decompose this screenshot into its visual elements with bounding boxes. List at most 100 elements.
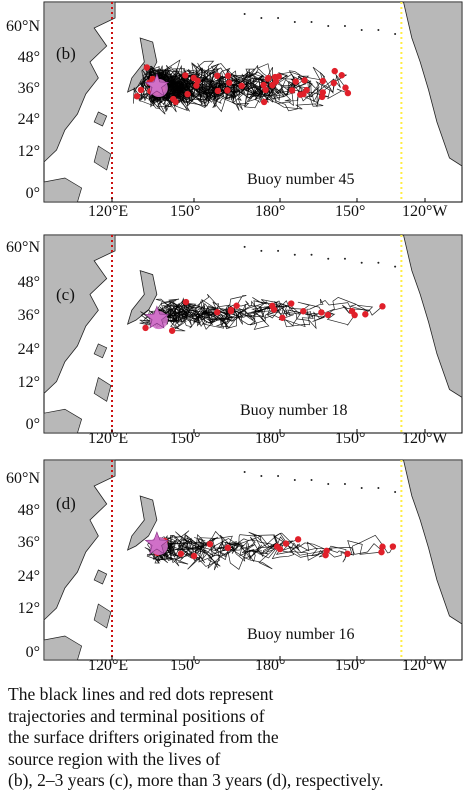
terminal-position-dot (224, 87, 231, 94)
panel-b: 60°N 48° 36° 24° 12° 0° 120°E 150° 180° … (0, 0, 470, 228)
xtick-120w: 120°W (402, 430, 448, 447)
terminal-position-dot (362, 311, 369, 318)
terminal-position-dot (351, 311, 358, 319)
source-star-icon (144, 73, 170, 97)
buoy-number: Buoy number 18 (240, 402, 348, 419)
drifter-trajectory (156, 530, 348, 563)
ytick-24: 24° (17, 568, 40, 585)
xtick-120e: 120°E (88, 203, 129, 220)
terminal-position-dot (331, 67, 338, 75)
borneo-land (43, 177, 83, 203)
panel-d: 60°N 48° 36° 24° 12° 0° 120°E 150° 180° … (0, 454, 470, 682)
terminal-position-dot (224, 72, 232, 80)
terminal-position-dot (379, 543, 386, 550)
terminal-position-dot (324, 311, 332, 319)
aleutian-island (327, 483, 330, 485)
terminal-position-dot (214, 87, 222, 95)
aleutian-island (260, 17, 263, 19)
terminal-position-dot (344, 550, 351, 557)
xtick-180: 180° (255, 430, 286, 447)
aleutian-island (293, 479, 296, 481)
terminal-position-dot (275, 73, 282, 80)
japan-land (126, 495, 158, 551)
terminal-position-dot (322, 551, 329, 559)
xtick-150: 150° (170, 203, 201, 220)
ytick-48: 48° (17, 502, 40, 519)
aleutian-island (343, 483, 346, 485)
aleutian-island (310, 21, 313, 23)
aleutian-island (310, 253, 313, 256)
philippines-land (93, 569, 112, 629)
map-b (43, 1, 463, 203)
japan-land (126, 270, 158, 325)
drifter-trajectory (156, 534, 394, 558)
aleutian-island (260, 475, 263, 477)
ytick-24: 24° (17, 341, 40, 358)
aleutian-island (360, 261, 363, 264)
caption-line: the surface drifters originated from the (8, 727, 279, 747)
caption-line: source region with the lives of (8, 748, 221, 769)
terminal-position-dot (303, 86, 310, 94)
terminal-position-dot (282, 540, 290, 547)
caption-line: The black lines and red dots represent (8, 684, 274, 704)
ytick-12: 12° (17, 143, 40, 160)
aleutian-island (277, 249, 280, 252)
drifter-trajectory (156, 540, 333, 570)
aleutian-island (394, 33, 397, 35)
terminal-position-dot (292, 78, 299, 85)
drifter-trajectory (155, 72, 198, 108)
terminal-position-dot (227, 306, 235, 314)
panel-label: (c) (56, 285, 75, 304)
terminal-position-dot (264, 75, 272, 82)
drifter-trajectory (153, 534, 281, 561)
terminal-position-dot (214, 72, 221, 79)
aleutian-island (293, 253, 296, 256)
ocean-background (43, 234, 463, 434)
drifter-trajectory (156, 299, 235, 326)
aleutian-island (360, 487, 363, 489)
ocean-background (43, 1, 463, 203)
terminal-position-dot (260, 81, 267, 89)
terminal-position-dot (184, 90, 191, 98)
terminal-position-dot (213, 309, 221, 316)
terminal-position-dot (288, 87, 296, 94)
terminal-position-dot (137, 86, 145, 94)
terminal-position-dot (288, 300, 295, 307)
terminal-position-dot (318, 309, 325, 316)
drifter-trajectory (149, 70, 189, 105)
aleutian-island (327, 25, 330, 27)
xtick-150w: 150° (335, 657, 366, 674)
terminal-position-dot (182, 298, 190, 306)
xtick-120w: 120°W (402, 203, 448, 220)
north-america-land (402, 234, 463, 399)
terminal-position-dot (344, 89, 352, 97)
map-c (43, 234, 463, 434)
xtick-150: 150° (170, 430, 201, 447)
terminal-position-dot (378, 548, 385, 556)
aleutian-island (343, 257, 346, 260)
buoy-number: Buoy number 45 (247, 171, 355, 188)
japan-land (126, 37, 158, 93)
ytick-12: 12° (17, 374, 40, 391)
aleutian-island (310, 479, 313, 481)
terminal-position-dot (342, 84, 349, 91)
source-star-icon (144, 531, 170, 555)
terminal-position-dot (301, 77, 308, 84)
terminal-position-dot (182, 72, 189, 79)
aleutian-island (277, 475, 280, 477)
borneo-land (43, 408, 83, 434)
panel-label: (d) (56, 494, 76, 513)
xtick-120e: 120°E (88, 657, 129, 674)
terminal-position-dot (194, 77, 201, 85)
aleutian-island (343, 25, 346, 27)
ytick-60: 60°N (6, 470, 40, 487)
terminal-position-dot (330, 79, 338, 87)
terminal-position-dot (190, 552, 198, 560)
aleutian-island (394, 491, 397, 493)
terminal-position-dot (143, 64, 151, 71)
source-star-icon (144, 305, 170, 329)
ytick-0: 0° (25, 644, 40, 661)
north-america-land (402, 459, 463, 625)
terminal-position-dot (319, 89, 327, 96)
terminal-position-dot (279, 314, 286, 321)
